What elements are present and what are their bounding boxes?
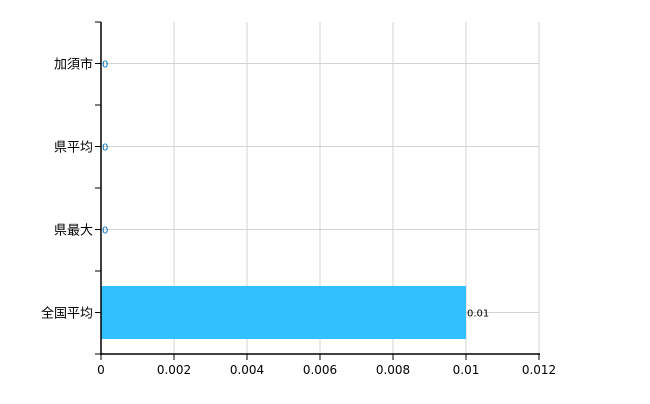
data-label: 0 [102,60,108,71]
x-tick-label: 0.008 [376,363,410,377]
data-label: 0 [102,143,108,154]
y-tick-label: 加須市 [54,57,93,73]
x-tick-label: 0.012 [522,363,556,377]
x-tick-label: 0 [97,363,105,377]
x-tick-label: 0.01 [453,363,480,377]
data-label: 0.01 [467,309,489,320]
y-tick-label: 全国平均 [41,306,93,322]
bar [101,286,466,339]
x-tick-label: 0.006 [303,363,337,377]
x-tick-label: 0.002 [157,363,191,377]
data-label: 0 [102,226,108,237]
x-tick-label: 0.004 [230,363,264,377]
y-tick-label: 県平均 [54,141,93,156]
y-tick-label: 県最大 [54,224,93,239]
